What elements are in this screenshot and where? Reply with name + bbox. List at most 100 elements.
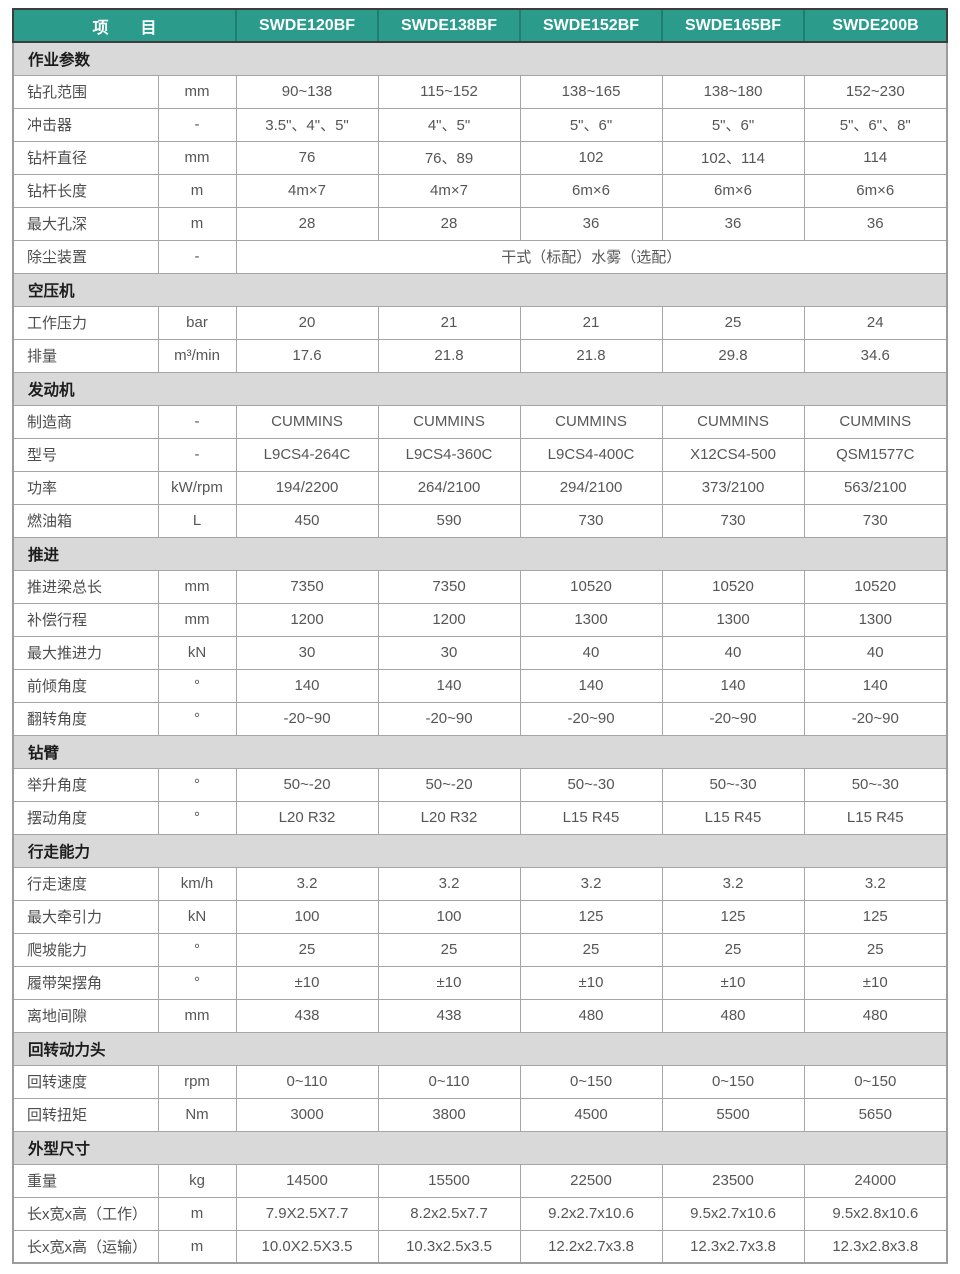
value-cell: 138~165	[519, 74, 663, 109]
unit-cell: rpm	[157, 1064, 237, 1099]
value-cell: 140	[235, 668, 379, 703]
value-cell: CUMMINS	[377, 404, 521, 439]
value-cell: 730	[803, 503, 949, 538]
unit-cell: -	[157, 437, 237, 472]
spec-name-cell: 钻杆长度	[12, 173, 159, 208]
value-cell: 17.6	[235, 338, 379, 373]
value-cell: 40	[519, 635, 663, 670]
value-cell: 3.2	[235, 866, 379, 901]
value-cell: 100	[235, 899, 379, 934]
value-cell: 36	[519, 206, 663, 241]
spec-name-cell: 钻孔范围	[12, 74, 159, 109]
column-header-swde165bf: SWDE165BF	[661, 8, 805, 43]
spec-name-cell: 最大孔深	[12, 206, 159, 241]
unit-cell: m	[157, 1196, 237, 1231]
value-cell: 0~150	[661, 1064, 805, 1099]
section-row: 发动机	[11, 371, 949, 406]
value-cell: ±10	[803, 965, 949, 1000]
unit-cell: bar	[157, 305, 237, 340]
spec-row: 最大牵引力 kN 100 100 125 125 125	[12, 899, 949, 934]
spec-name-cell: 工作压力	[12, 305, 159, 340]
column-header-swde120bf: SWDE120BF	[235, 8, 379, 43]
span-value-cell: 干式（标配）水雾（选配）	[235, 239, 949, 274]
unit-cell: kN	[157, 635, 237, 670]
value-cell: L9CS4-360C	[377, 437, 521, 472]
value-cell: 4"、5"	[377, 107, 521, 142]
value-cell: 12.3x2.8x3.8	[803, 1229, 949, 1264]
unit-cell: °	[157, 767, 237, 802]
value-cell: L15 R45	[519, 800, 663, 835]
spec-name-cell: 履带架摆角	[12, 965, 159, 1000]
value-cell: 30	[377, 635, 521, 670]
value-cell: L20 R32	[377, 800, 521, 835]
value-cell: 125	[803, 899, 949, 934]
unit-cell: °	[157, 800, 237, 835]
value-cell: 20	[235, 305, 379, 340]
value-cell: ±10	[235, 965, 379, 1000]
value-cell: 4500	[519, 1097, 663, 1132]
spec-row: 爬坡能力 ° 25 25 25 25 25	[12, 932, 949, 967]
unit-cell: kW/rpm	[157, 470, 237, 505]
value-cell: 1300	[519, 602, 663, 637]
value-cell: CUMMINS	[235, 404, 379, 439]
value-cell: 4m×7	[235, 173, 379, 208]
section-row: 行走能力	[11, 833, 949, 868]
value-cell: 8.2x2.5x7.7	[377, 1196, 521, 1231]
value-cell: 12.3x2.7x3.8	[661, 1229, 805, 1264]
unit-cell: mm	[157, 602, 237, 637]
spec-row: 长x宽x高（运输） m 10.0X2.5X3.5 10.3x2.5x3.5 12.2x2…	[12, 1229, 949, 1264]
value-cell: CUMMINS	[519, 404, 663, 439]
unit-cell: L	[157, 503, 237, 538]
value-cell: 28	[235, 206, 379, 241]
value-cell: 36	[661, 206, 805, 241]
value-cell: 6m×6	[661, 173, 805, 208]
unit-cell: km/h	[157, 866, 237, 901]
section-row: 钻臂	[11, 734, 949, 769]
spec-row: 制造商 - CUMMINS CUMMINS CUMMINS CUMMINS CUMMINS	[12, 404, 949, 439]
unit-cell: m³/min	[157, 338, 237, 373]
value-cell: 0~110	[235, 1064, 379, 1099]
value-cell: 29.8	[661, 338, 805, 373]
value-cell: -20~90	[661, 701, 805, 736]
value-cell: 28	[377, 206, 521, 241]
value-cell: 3.2	[519, 866, 663, 901]
section-title: 外型尺寸	[11, 1130, 949, 1165]
value-cell: 15500	[377, 1163, 521, 1198]
value-cell: 50~-30	[519, 767, 663, 802]
spec-name-cell: 除尘装置	[12, 239, 159, 274]
spec-row: 最大孔深 m 28 28 36 36 36	[12, 206, 949, 241]
unit-cell: mm	[157, 569, 237, 604]
value-cell: 76	[235, 140, 379, 175]
spec-row: 行走速度 km/h 3.2 3.2 3.2 3.2 3.2	[12, 866, 949, 901]
spec-name-cell: 冲击器	[12, 107, 159, 142]
table-header: 项 目 SWDE120BF SWDE138BF SWDE152BF SWDE16…	[11, 8, 949, 43]
value-cell: CUMMINS	[803, 404, 949, 439]
value-cell: 102、114	[661, 140, 805, 175]
value-cell: 9.5x2.8x10.6	[803, 1196, 949, 1231]
value-cell: 5650	[803, 1097, 949, 1132]
value-cell: 9.2x2.7x10.6	[519, 1196, 663, 1231]
value-cell: 10520	[519, 569, 663, 604]
value-cell: 24000	[803, 1163, 949, 1198]
spec-name-cell: 摆动角度	[12, 800, 159, 835]
unit-cell: kN	[157, 899, 237, 934]
value-cell: 50~-30	[803, 767, 949, 802]
value-cell: 24	[803, 305, 949, 340]
value-cell: -20~90	[519, 701, 663, 736]
spec-row: 钻杆直径 mm 76 76、89 102 102、114 114	[12, 140, 949, 175]
value-cell: 1200	[235, 602, 379, 637]
value-cell: 140	[377, 668, 521, 703]
value-cell: 40	[661, 635, 805, 670]
value-cell: 0~150	[803, 1064, 949, 1099]
value-cell: 10.0X2.5X3.5	[235, 1229, 379, 1264]
unit-cell: -	[157, 107, 237, 142]
spec-row: 除尘装置 - 干式（标配）水雾（选配）	[12, 239, 949, 274]
value-cell: 125	[519, 899, 663, 934]
spec-row: 钻孔范围 mm 90~138 115~152 138~165 138~180 152~230	[12, 74, 949, 109]
value-cell: QSM1577C	[803, 437, 949, 472]
spec-row: 前倾角度 ° 140 140 140 140 140	[12, 668, 949, 703]
value-cell: 25	[661, 932, 805, 967]
value-cell: ±10	[661, 965, 805, 1000]
value-cell: 25	[377, 932, 521, 967]
spec-name-cell: 回转扭矩	[12, 1097, 159, 1132]
